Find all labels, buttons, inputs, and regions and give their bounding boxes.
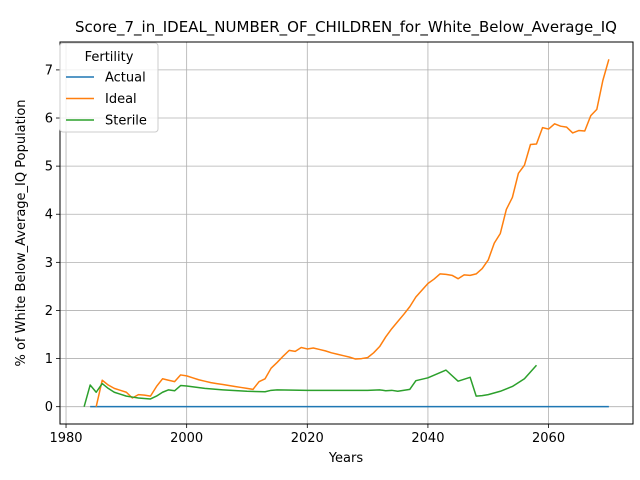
legend: Fertility Actual Ideal Sterile (59, 42, 159, 133)
plot-area-frame (59, 41, 634, 425)
legend-label-sterile: Sterile (105, 114, 147, 129)
y-tick-label: 0 (45, 400, 53, 415)
x-tick-label: 2000 (170, 431, 203, 446)
plot-lines (83, 59, 610, 408)
legend-label-actual: Actual (105, 71, 146, 86)
x-tick-label: 2020 (291, 431, 324, 446)
x-tick-label: 2040 (411, 431, 444, 446)
x-tick-label: 2060 (532, 431, 565, 446)
y-tick-label: 7 (45, 63, 53, 78)
y-tick-label: 4 (45, 208, 53, 223)
legend-label-ideal: Ideal (105, 92, 137, 107)
y-tick-label: 3 (45, 256, 53, 271)
x-tick-label: 1980 (49, 431, 82, 446)
x-axis-label: Years (328, 451, 364, 466)
y-tick-label: 2 (45, 304, 53, 319)
x-axis-ticks: 1980 2000 2020 2040 2060 (49, 424, 565, 446)
y-axis-ticks: 0 1 2 3 4 5 6 7 (45, 63, 60, 415)
chart-title: Score_7_in_IDEAL_NUMBER_OF_CHILDREN_for_… (75, 18, 617, 37)
y-tick-label: 1 (45, 352, 53, 367)
legend-box (59, 42, 159, 133)
y-axis-label: % of White Below_Average_IQ Population (14, 99, 29, 366)
y-tick-label: 6 (45, 112, 53, 127)
y-tick-label: 5 (45, 160, 53, 175)
legend-title: Fertility (85, 50, 134, 65)
series-line-sterile (83, 364, 538, 407)
series-line-ideal (95, 59, 610, 407)
